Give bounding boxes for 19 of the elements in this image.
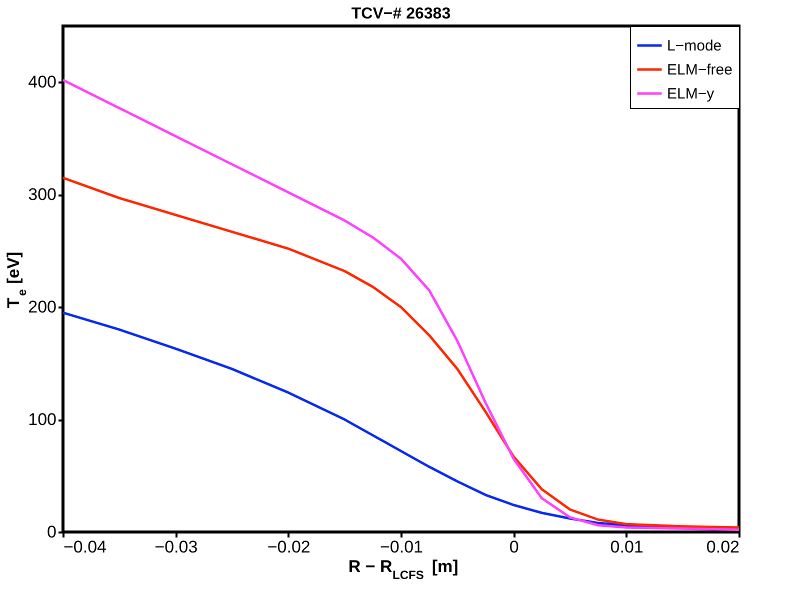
y-tick-label: 300 xyxy=(28,185,56,204)
y-tick-label: 0 xyxy=(47,522,56,542)
x-tick-label: 0.02 xyxy=(706,538,740,556)
x-tick-label: 0 xyxy=(509,538,519,556)
line-series xyxy=(62,176,740,529)
y-tick-label: 400 xyxy=(28,72,56,92)
x-tick-label: −0.03 xyxy=(154,538,198,556)
line-series xyxy=(62,78,740,531)
chart-title: TCV−# 26383 xyxy=(351,6,451,22)
legend-label: ELM−y xyxy=(667,86,715,102)
y-axis-title: Te [eV] xyxy=(4,252,29,308)
y-tick-label: 100 xyxy=(28,410,56,430)
x-tick-label: −0.01 xyxy=(380,538,424,556)
legend-label: L−mode xyxy=(667,38,722,54)
x-tick-label: −0.04 xyxy=(64,538,107,556)
x-tick-label: −0.02 xyxy=(267,538,310,556)
y-tick-label: 200 xyxy=(28,298,56,317)
x-tick-label: 0.01 xyxy=(610,538,644,556)
legend-label: ELM−free xyxy=(667,62,732,78)
